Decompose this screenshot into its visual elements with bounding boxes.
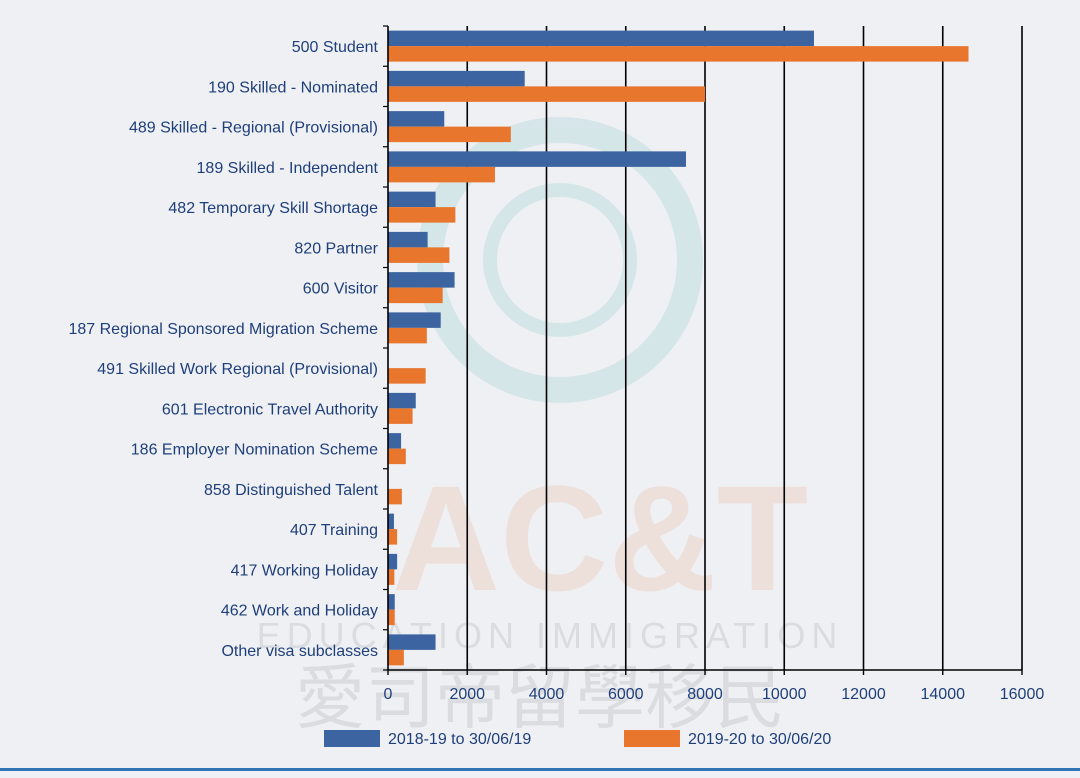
bar-series [388, 30, 969, 666]
x-tick-label-16000: 16000 [1000, 686, 1045, 703]
axes [383, 25, 1023, 675]
category-label-2: 489 Skilled - Regional (Provisional) [129, 120, 378, 137]
category-label-0: 500 Student [292, 39, 379, 56]
category-label-8: 491 Skilled Work Regional (Provisional) [97, 361, 378, 378]
bar-series1-2 [388, 111, 445, 127]
bar-series2-11 [388, 488, 402, 505]
bar-series2-2 [388, 126, 511, 143]
category-label-14: 462 Work and Holiday [221, 603, 378, 620]
x-tick-label-6000: 6000 [608, 686, 644, 703]
x-tick-labels: 0 2000 4000 6000 8000 10000 12000 14000 16000 [384, 686, 1045, 703]
category-label-4: 482 Temporary Skill Shortage [168, 200, 378, 217]
legend-swatch-2 [624, 730, 680, 747]
bar-series2-12 [388, 529, 398, 545]
category-label-6: 600 Visitor [303, 281, 379, 298]
x-tick-label-4000: 4000 [529, 686, 565, 703]
svg-text:AC&T: AC&T [392, 454, 809, 622]
x-tick-label-12000: 12000 [841, 686, 886, 703]
bar-series1-15 [388, 634, 436, 650]
category-labels: 500 Student 190 Skilled - Nominated 489 Sk… [68, 39, 378, 660]
bar-series2-15 [388, 649, 404, 666]
bar-series1-5 [388, 231, 428, 248]
category-label-5: 820 Partner [294, 240, 378, 257]
category-label-13: 417 Working Holiday [231, 562, 378, 579]
x-tick-label-10000: 10000 [762, 686, 807, 703]
x-tick-label-2000: 2000 [449, 686, 485, 703]
x-tick-label-14000: 14000 [921, 686, 966, 703]
legend-label-1: 2018-19 to 30/06/19 [388, 731, 531, 748]
bar-series1-12 [388, 513, 394, 530]
bar-series1-14 [388, 594, 395, 610]
bar-series2-9 [388, 408, 413, 424]
bar-series2-7 [388, 327, 427, 344]
bar-series1-3 [388, 151, 686, 167]
bar-series1-10 [388, 433, 402, 449]
bar-series2-0 [388, 46, 969, 62]
bar-series1-0 [388, 30, 814, 47]
bar-series2-6 [388, 287, 443, 304]
x-tick-label-8000: 8000 [687, 686, 723, 703]
category-label-7: 187 Regional Sponsored Migration Scheme [68, 321, 378, 338]
bar-series2-8 [388, 368, 426, 384]
bar-series2-13 [388, 569, 395, 585]
category-label-3: 189 Skilled - Independent [197, 160, 379, 177]
legend-swatch-1 [324, 730, 380, 747]
bar-series1-7 [388, 312, 441, 328]
x-tick-label-0: 0 [384, 686, 393, 703]
category-label-9: 601 Electronic Travel Authority [162, 401, 378, 418]
bar-series1-1 [388, 70, 525, 87]
bar-series2-14 [388, 609, 395, 626]
bar-series1-6 [388, 272, 455, 288]
legend: 2018-19 to 30/06/19 2019-20 to 30/06/20 [324, 730, 831, 748]
bar-series2-5 [388, 247, 450, 263]
category-label-12: 407 Training [290, 522, 378, 539]
bar-series1-13 [388, 553, 398, 570]
legend-label-2: 2019-20 to 30/06/20 [688, 731, 831, 748]
category-label-1: 190 Skilled - Nominated [208, 79, 378, 96]
bar-series1-4 [388, 191, 436, 208]
bar-series2-3 [388, 166, 495, 183]
bar-series1-9 [388, 392, 416, 409]
category-label-10: 186 Employer Nomination Scheme [131, 442, 378, 459]
bar-series2-4 [388, 207, 456, 223]
bar-series2-10 [388, 448, 406, 465]
bar-series2-1 [388, 86, 705, 102]
bottom-rule [0, 768, 1080, 771]
category-label-15: Other visa subclasses [221, 643, 378, 660]
category-label-11: 858 Distinguished Talent [204, 482, 379, 499]
